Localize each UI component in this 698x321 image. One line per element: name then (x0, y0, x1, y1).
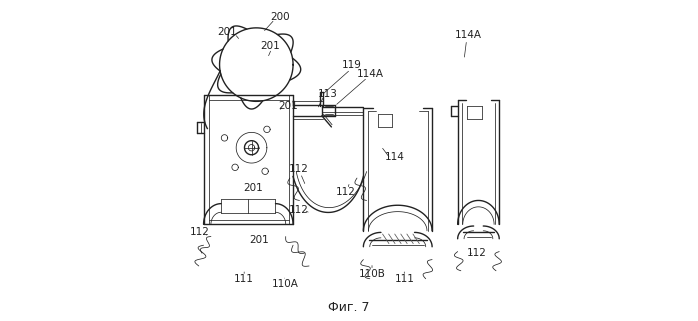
Text: Фиг. 7: Фиг. 7 (328, 301, 370, 314)
Text: 112: 112 (288, 164, 309, 174)
Text: 201: 201 (243, 183, 263, 193)
Text: 114: 114 (385, 152, 405, 162)
Text: 114A: 114A (454, 30, 482, 40)
Text: 119: 119 (342, 60, 362, 70)
Text: 112: 112 (189, 227, 209, 238)
Text: 201: 201 (260, 41, 280, 51)
Text: 111: 111 (235, 274, 254, 284)
Text: 110B: 110B (359, 269, 385, 279)
Text: 112: 112 (288, 205, 309, 215)
Text: 111: 111 (394, 274, 414, 284)
Text: 201: 201 (249, 235, 269, 245)
Text: 113: 113 (318, 89, 338, 99)
Text: 110A: 110A (272, 279, 299, 289)
Text: 112: 112 (467, 248, 487, 258)
Text: 200: 200 (270, 12, 290, 22)
Text: 112: 112 (336, 187, 356, 197)
Text: 201: 201 (278, 100, 297, 110)
Text: 114A: 114A (357, 69, 384, 79)
Text: 201: 201 (217, 27, 237, 37)
